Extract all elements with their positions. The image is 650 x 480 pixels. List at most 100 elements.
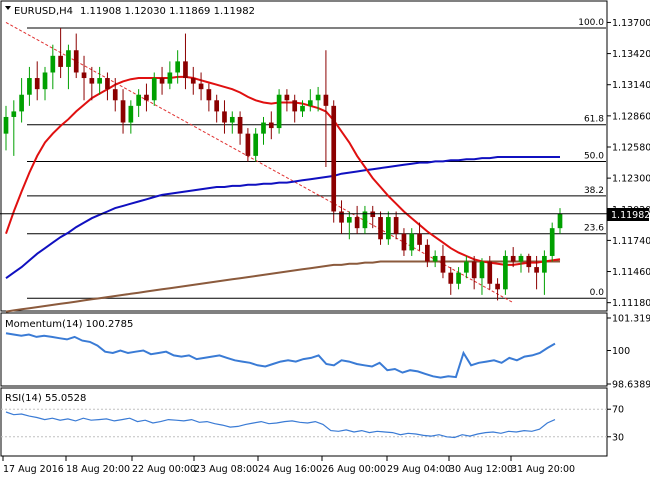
candle-body (50, 55, 56, 73)
candle-body (89, 78, 95, 84)
candle-body (190, 78, 196, 84)
time-tick-label: 23 Aug 08:00 (194, 464, 258, 475)
candle-body (66, 50, 71, 67)
fib-level-label: 50.0 (584, 151, 604, 161)
current-price-marker: 1.11982 (607, 208, 650, 221)
time-tick-label: 30 Aug 12:00 (449, 464, 513, 475)
candle-body (144, 94, 149, 101)
momentum-tick-label: 100 (612, 346, 630, 357)
rsi-tick-label: 30 (612, 432, 624, 443)
symbol-label: EURUSD,H4 (14, 6, 73, 17)
candle-body (268, 122, 274, 129)
sma-20-line (5, 75, 561, 266)
candle-body (448, 272, 454, 284)
price-tick-label: 1.12860 (612, 111, 650, 122)
candle-body (27, 78, 32, 95)
sma-200-line (5, 260, 560, 313)
candle-body (284, 94, 290, 101)
momentum-axis: 101.3195 100 98.6389 (607, 314, 650, 391)
candle-body (175, 61, 181, 73)
candle-body (401, 233, 407, 251)
momentum-line (5, 332, 556, 379)
candle-body (378, 217, 383, 240)
fibonacci-retracement: 100.0 61.8 50.0 38.2 23.6 0.0 (27, 18, 606, 299)
ohlc-values: 1.11908 1.12030 1.11869 1.11982 (80, 6, 255, 17)
rsi-panel-frame (0, 387, 608, 457)
rsi-tick-label: 70 (612, 405, 624, 416)
time-tick-label: 29 Aug 04:00 (387, 464, 451, 475)
candle-body (557, 213, 563, 229)
candle-body (417, 233, 422, 245)
candle-body (58, 55, 63, 67)
candle-body (167, 72, 173, 84)
price-tick-label: 1.11180 (612, 298, 650, 309)
candle-body (245, 133, 251, 156)
fib-level-label: 38.2 (584, 186, 604, 196)
price-tick-label: 1.11740 (612, 236, 650, 247)
candle-body (385, 217, 391, 240)
candle-body (542, 255, 547, 273)
current-price-text: 1.11982 (611, 210, 650, 221)
candlesticks (3, 28, 563, 301)
candle-body (97, 78, 102, 84)
candle-body (425, 244, 430, 262)
candle-body (464, 261, 469, 273)
rsi-axis: 70 30 (607, 405, 624, 443)
candle-body (136, 94, 141, 106)
candle-body (183, 61, 188, 79)
candle-body (34, 78, 40, 90)
candle-body (120, 100, 126, 123)
candle-body (495, 283, 500, 290)
candle-body (503, 255, 508, 290)
rsi-line (1, 408, 607, 439)
candle-body (261, 122, 266, 134)
candle-body (42, 72, 48, 90)
price-axis[interactable]: 1.13700 1.13420 1.13140 1.12860 1.12580 1.123… (607, 18, 650, 309)
candle-body (331, 105, 337, 212)
sma-100-line (5, 156, 560, 280)
candle-body (128, 105, 134, 123)
candle-body (526, 255, 532, 268)
candle-body (3, 116, 9, 134)
candle-body (518, 255, 524, 262)
candle-body (393, 217, 399, 234)
candle-body (300, 105, 305, 112)
candle-body (276, 94, 282, 129)
candle-body (354, 217, 360, 229)
price-tick-label: 1.12580 (612, 142, 650, 153)
time-tick-label: 17 Aug 2016 (3, 464, 64, 475)
price-tick-label: 1.12300 (612, 174, 650, 185)
momentum-tick-label: 101.3195 (612, 314, 650, 325)
momentum-series (5, 332, 556, 379)
candle-body (307, 100, 313, 106)
candle-body (487, 261, 493, 284)
candle-body (19, 94, 24, 112)
candle-body (81, 72, 87, 79)
fib-level-label: 0.0 (590, 288, 605, 298)
candle-body (198, 83, 204, 90)
rsi-header: RSI(14) 55.0528 (5, 393, 86, 404)
momentum-tick-label: 98.6389 (612, 380, 650, 391)
candle-body (229, 116, 235, 123)
time-tick-label: 18 Aug 20:00 (66, 464, 130, 475)
candle-body (370, 211, 376, 218)
candle-body (549, 228, 555, 256)
candle-body (456, 272, 461, 284)
main-header: EURUSD,H4 1.11908 1.12030 1.11869 1.1198… (5, 6, 255, 17)
candle-body (315, 94, 321, 101)
candle-body (409, 233, 415, 251)
fib-level-label: 23.6 (584, 224, 604, 234)
candle-body (73, 50, 79, 73)
moving-averages (5, 75, 561, 313)
rsi-panel[interactable]: RSI(14) 55.0528 (0, 387, 608, 457)
collapse-arrow-icon[interactable] (5, 6, 11, 10)
candle-body (112, 89, 118, 101)
price-tick-label: 1.13420 (612, 49, 650, 60)
main-price-panel[interactable]: 100.0 61.8 50.0 38.2 23.6 0.0 EURUSD,H4 1.119… (0, 0, 608, 313)
momentum-panel[interactable]: Momentum(14) 100.2785 (0, 312, 608, 387)
candle-body (510, 255, 516, 262)
candle-body (237, 116, 243, 134)
momentum-header: Momentum(14) 100.2785 (5, 319, 133, 330)
